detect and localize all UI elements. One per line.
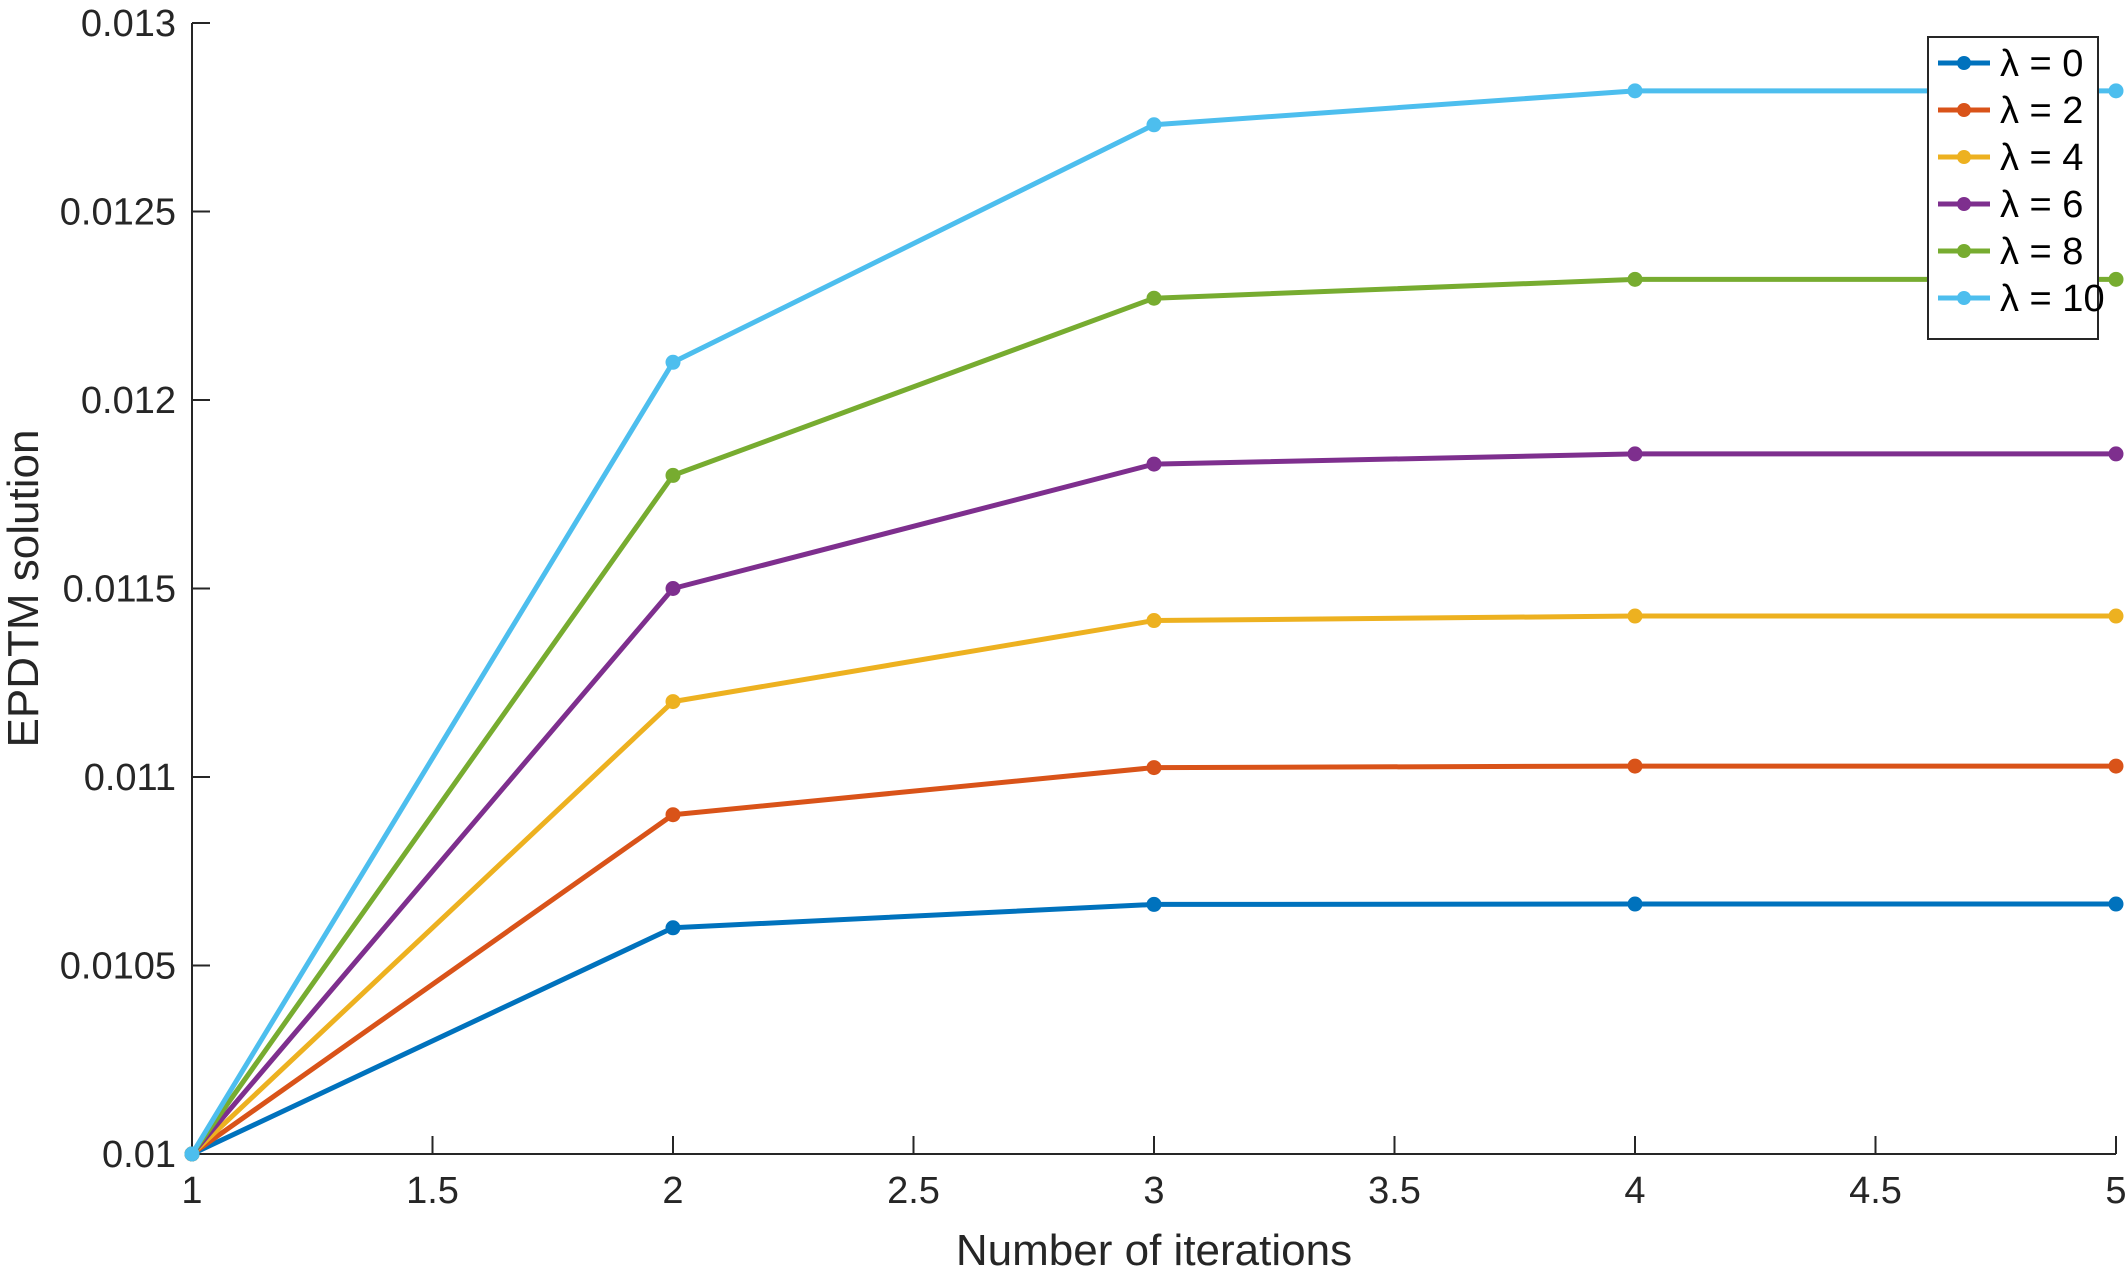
legend-item: λ = 6 <box>1938 184 2083 226</box>
data-point <box>1627 446 1643 462</box>
y-axis-title: EPDTM solution <box>0 430 48 748</box>
data-point <box>1146 117 1162 133</box>
data-point <box>1146 456 1162 472</box>
data-point <box>2108 608 2124 624</box>
y-tick-label: 0.011 <box>84 757 176 799</box>
data-point <box>2108 446 2124 462</box>
data-point <box>1627 608 1643 624</box>
series-line <box>190 451 2116 1156</box>
legend-swatch-marker <box>1957 244 1971 258</box>
data-point <box>2108 83 2124 99</box>
legend-item: λ = 10 <box>1938 278 2105 320</box>
legend-item: λ = 0 <box>1938 43 2083 85</box>
series-group <box>184 83 2124 1162</box>
series-line <box>190 763 2116 1157</box>
data-point <box>1146 290 1162 306</box>
data-point <box>665 694 681 710</box>
y-tick-label: 0.013 <box>81 3 176 45</box>
data-point <box>1146 760 1162 776</box>
data-point <box>665 354 681 370</box>
y-tick-label: 0.01 <box>102 1134 176 1176</box>
series-5 <box>184 83 2124 1162</box>
legend-swatch-marker <box>1957 103 1971 117</box>
y-tick-label: 0.0105 <box>60 946 176 988</box>
x-tick-label: 4 <box>1624 1170 1645 1212</box>
legend: λ = 0 λ = 2 λ = 4 λ = 6 λ = 8 λ = 10 <box>1927 36 2105 340</box>
data-point <box>2108 271 2124 287</box>
legend-item: λ = 8 <box>1938 231 2083 273</box>
x-tick-label: 3.5 <box>1368 1170 1421 1212</box>
legend-label: λ = 6 <box>2000 184 2083 226</box>
x-tick-label: 1 <box>181 1170 202 1212</box>
data-point <box>2108 896 2124 912</box>
x-tick-label: 2 <box>662 1170 683 1212</box>
legend-item: λ = 2 <box>1938 90 2083 132</box>
y-tick-label: 0.012 <box>81 380 176 422</box>
data-point <box>1627 271 1643 287</box>
series-line <box>190 901 2116 1157</box>
axes: 1 1.5 2 2.5 3 3.5 4 4.5 5 0.01 0.0105 0.011 0.0115 0.… <box>60 3 2127 1212</box>
data-point <box>665 920 681 936</box>
series-4 <box>184 271 2124 1162</box>
data-point <box>665 581 681 596</box>
x-tick-label: 5 <box>2105 1170 2126 1212</box>
y-tick-label: 0.0115 <box>63 569 176 611</box>
legend-swatch-marker <box>1957 291 1971 305</box>
x-tick-label: 2.5 <box>887 1170 940 1212</box>
legend-swatch-marker <box>1957 197 1971 211</box>
data-point <box>665 467 681 483</box>
legend-label: λ = 10 <box>2000 278 2105 320</box>
legend-swatch-marker <box>1957 56 1971 70</box>
data-point <box>665 807 681 823</box>
data-point <box>1627 83 1643 99</box>
legend-label: λ = 4 <box>2000 137 2083 179</box>
x-axis-title: Number of iterations <box>956 1226 1352 1275</box>
series-3 <box>184 446 2124 1162</box>
x-tick-label: 1.5 <box>406 1170 459 1212</box>
legend-swatch-marker <box>1957 150 1971 164</box>
legend-label: λ = 8 <box>2000 231 2083 273</box>
data-point <box>184 1146 200 1162</box>
x-tick-label: 4.5 <box>1849 1170 1902 1212</box>
legend-box <box>1927 36 2099 340</box>
series-line <box>189 276 2116 1156</box>
legend-label: λ = 0 <box>2000 43 2083 85</box>
data-point <box>1146 613 1162 629</box>
legend-label: λ = 2 <box>2000 90 2083 132</box>
data-point <box>1627 896 1643 912</box>
series-2 <box>184 608 2124 1162</box>
data-point <box>1146 896 1162 912</box>
series-line <box>190 613 2116 1156</box>
legend-item: λ = 4 <box>1938 137 2083 179</box>
series-0 <box>184 896 2124 1162</box>
data-point <box>2108 758 2124 774</box>
y-tick-label: 0.0125 <box>60 192 176 234</box>
x-tick-label: 3 <box>1143 1170 1164 1212</box>
data-point <box>1627 758 1643 774</box>
